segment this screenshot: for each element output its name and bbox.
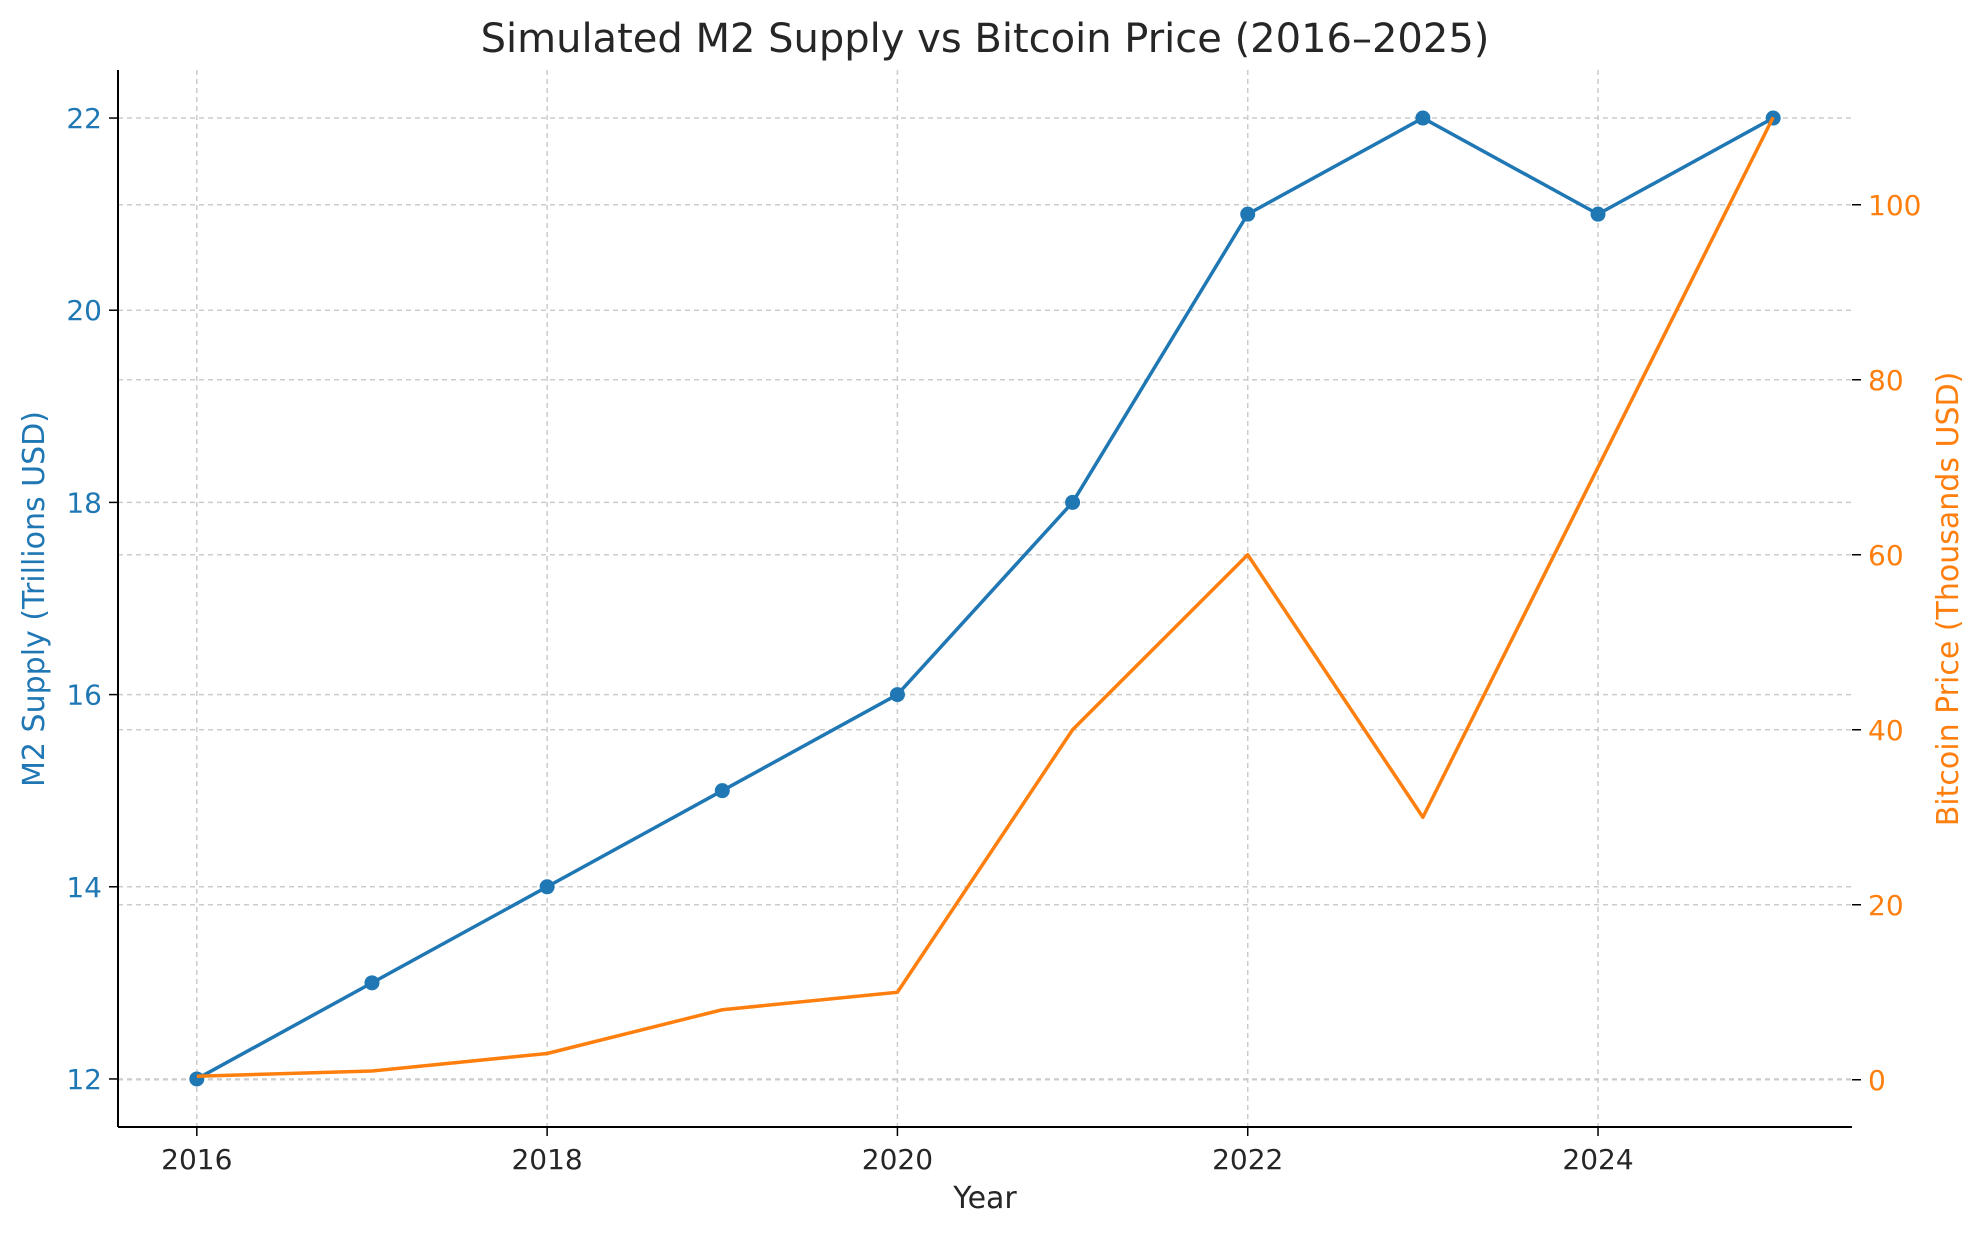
m2-supply-point (714, 783, 730, 799)
m2-supply-point (1415, 110, 1431, 126)
x-tick-label: 2020 (862, 1143, 933, 1176)
right-y-tick-label: 40 (1868, 714, 1904, 747)
right-y-tick-label: 80 (1868, 364, 1904, 397)
chart-title: Simulated M2 Supply vs Bitcoin Price (20… (481, 16, 1490, 62)
m2-supply-point (189, 1071, 205, 1087)
grid (118, 70, 1852, 1127)
x-axis-label: Year (952, 1181, 1017, 1216)
x-tick-label: 2016 (161, 1143, 232, 1176)
left-y-tick-label: 12 (66, 1063, 102, 1096)
m2-supply-point (539, 879, 555, 895)
left-y-tick-label: 18 (66, 486, 102, 519)
m2-supply-point (364, 975, 380, 991)
x-tick-label: 2022 (1212, 1143, 1283, 1176)
right-y-tick-label: 60 (1868, 539, 1904, 572)
left-y-tick-label: 14 (66, 871, 102, 904)
right-y-tick-label: 20 (1868, 889, 1904, 922)
x-tick-label: 2018 (511, 1143, 582, 1176)
m2-supply-point (1590, 206, 1606, 222)
m2-supply-line (195, 116, 1775, 1081)
series-lines (189, 110, 1781, 1087)
left-y-tick-label: 20 (66, 294, 102, 327)
axes: 2016 2018 2020 2022 202412141618202202040608… (66, 70, 1921, 1176)
m2-supply-point (1065, 494, 1081, 510)
left-y-tick-label: 22 (66, 102, 102, 135)
left-y-axis-label: M2 Supply (Trillions USD) (17, 411, 52, 787)
x-tick-label: 2024 (1562, 1143, 1633, 1176)
left-y-tick-label: 16 (66, 679, 102, 712)
m2-supply-point (1240, 206, 1256, 222)
bitcoin-price-line (196, 116, 1775, 1078)
right-y-tick-label: 100 (1868, 189, 1921, 222)
right-y-axis-label: Bitcoin Price (Thousands USD) (1931, 372, 1966, 827)
m2-supply-point (889, 687, 905, 703)
right-y-tick-label: 0 (1868, 1064, 1886, 1097)
